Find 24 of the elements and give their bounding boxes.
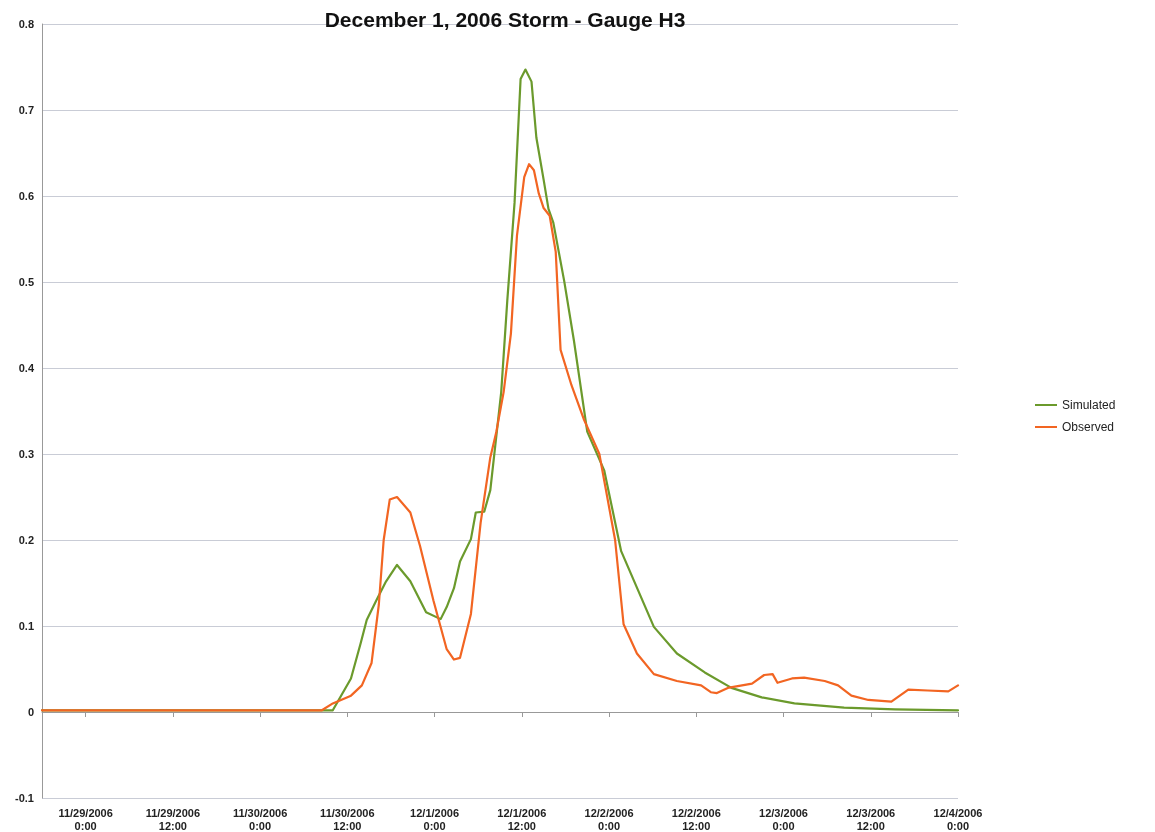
y-tick-label: -0.1	[15, 792, 34, 804]
y-tick-label: 0.2	[18, 534, 34, 546]
x-tick-label: 11/29/2006 12:00	[145, 806, 201, 832]
x-tick-label: 12/3/2006 0:00	[759, 806, 808, 832]
x-tick-label: 11/29/2006 0:00	[58, 806, 113, 832]
x-tick-label: 12/4/2006 0:00	[933, 806, 983, 832]
y-tick-label: 0.5	[18, 276, 34, 288]
x-tick-label: 12/1/2006 12:00	[497, 806, 547, 832]
legend-label: Observed	[1062, 420, 1115, 434]
y-tick-label: 0	[27, 706, 34, 718]
y-tick-label: 0.1	[18, 620, 34, 632]
y-tick-label: 0.7	[18, 104, 34, 116]
x-tick-label: 11/30/2006 0:00	[232, 806, 288, 832]
x-tick-label: 12/2/2006 12:00	[671, 806, 721, 832]
y-tick-label: 0.4	[18, 362, 35, 374]
x-tick-label: 12/1/2006 0:00	[410, 806, 460, 832]
x-tick-label: 12/2/2006 0:00	[584, 806, 634, 832]
chart-title: December 1, 2006 Storm - Gauge H3	[324, 8, 686, 31]
x-tick-label: 12/3/2006 12:00	[846, 806, 896, 832]
x-tick-label: 11/30/2006 12:00	[320, 806, 375, 832]
y-tick-label: 0.6	[18, 190, 34, 202]
legend-label: Simulated	[1062, 398, 1116, 412]
y-tick-label: 0.8	[18, 18, 34, 30]
y-tick-label: 0.3	[18, 448, 34, 460]
